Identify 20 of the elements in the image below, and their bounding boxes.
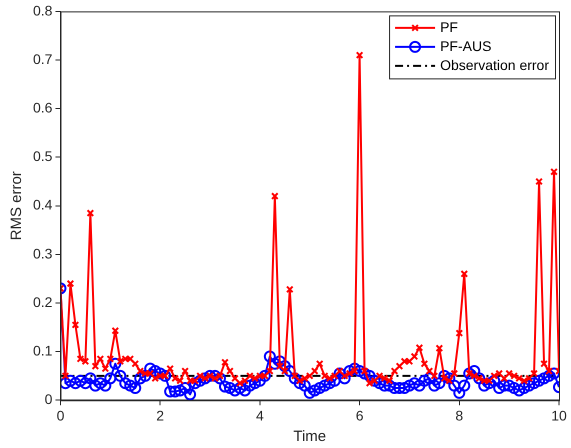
y-tick-label: 0.4 [32, 196, 53, 213]
y-tick-label: 0.7 [32, 50, 53, 67]
x-tick-label: 10 [551, 407, 567, 424]
legend-label: PF [440, 18, 458, 35]
y-tick-label: 0.2 [32, 294, 53, 310]
y-tick-label: 0.3 [32, 245, 53, 262]
y-tick-label: 0.6 [32, 99, 53, 116]
y-tick-label: 0 [44, 391, 53, 408]
y-tick-label: 0.1 [32, 342, 53, 358]
x-tick-label: 8 [455, 407, 464, 424]
x-tick-label: 2 [156, 407, 164, 424]
x-tick-label: 6 [356, 407, 364, 424]
legend-label: Observation error [440, 56, 550, 73]
x-tick-label: 4 [256, 407, 264, 424]
x-tick-label: 0 [56, 407, 65, 424]
x-axis-title: Time [293, 428, 326, 446]
y-tick-label: 0.8 [32, 2, 53, 18]
y-axis-title: RMS error [8, 171, 26, 240]
legend-label: PF-AUS [440, 38, 492, 54]
y-tick-label: 0.5 [32, 148, 53, 164]
